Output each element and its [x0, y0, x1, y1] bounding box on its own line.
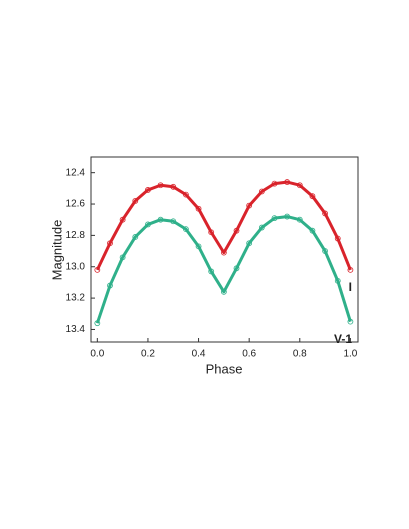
data-point — [233, 265, 240, 272]
data-point — [296, 182, 303, 189]
data-point — [347, 266, 354, 273]
y-tick-label: 13.2 — [66, 293, 86, 304]
data-point — [258, 188, 265, 195]
data-point — [107, 240, 113, 247]
data-point — [309, 193, 316, 200]
data-point — [119, 254, 126, 261]
data-point — [132, 197, 139, 204]
data-point — [220, 288, 227, 295]
x-tick-label: 0.6 — [242, 349, 256, 360]
data-point — [322, 248, 328, 254]
data-point — [258, 224, 265, 231]
data-point — [145, 221, 151, 228]
data-point — [157, 216, 164, 223]
data-point — [334, 277, 341, 284]
x-axis-label: Phase — [206, 361, 243, 376]
series-line — [95, 215, 352, 324]
data-point — [170, 183, 177, 190]
data-point — [94, 266, 101, 273]
data-point — [195, 243, 202, 250]
data-point — [170, 218, 177, 225]
data-point — [309, 227, 316, 234]
data-point — [195, 205, 202, 212]
data-point — [246, 240, 253, 247]
data-point — [284, 179, 291, 185]
data-point — [145, 187, 151, 193]
data-point — [119, 216, 126, 223]
y-tick-label: 12.4 — [66, 167, 86, 178]
data-point — [220, 249, 227, 256]
data-point — [246, 202, 253, 209]
data-point — [322, 210, 328, 217]
y-axis-label: Magnitude — [49, 220, 64, 281]
data-point — [208, 229, 215, 236]
y-tick-label: 13.0 — [66, 261, 86, 272]
data-point — [233, 227, 240, 234]
data-point — [271, 215, 278, 222]
series-label: I — [349, 280, 352, 294]
data-point — [334, 235, 341, 242]
data-point — [347, 318, 354, 325]
data-point — [157, 182, 164, 189]
data-point — [183, 191, 189, 198]
x-tick-label: 1.0 — [343, 349, 357, 360]
plot-frame — [90, 156, 359, 343]
data-point — [208, 268, 215, 275]
y-tick-label: 12.8 — [66, 230, 86, 241]
data-point — [183, 226, 189, 233]
y-tick-label: 13.4 — [66, 324, 86, 335]
x-tick-label: 0.8 — [293, 349, 307, 360]
series-label: V-1 — [334, 332, 352, 346]
data-point — [271, 180, 278, 187]
series-line — [95, 180, 352, 271]
x-tick-label: 0.4 — [192, 349, 206, 360]
data-point — [296, 216, 303, 223]
data-point — [132, 234, 139, 240]
x-tick-label: 0.0 — [90, 349, 104, 360]
data-point — [107, 282, 113, 289]
data-point — [94, 320, 101, 327]
data-point — [284, 213, 291, 220]
y-tick-label: 12.6 — [66, 199, 86, 210]
x-tick-label: 0.2 — [141, 349, 155, 360]
